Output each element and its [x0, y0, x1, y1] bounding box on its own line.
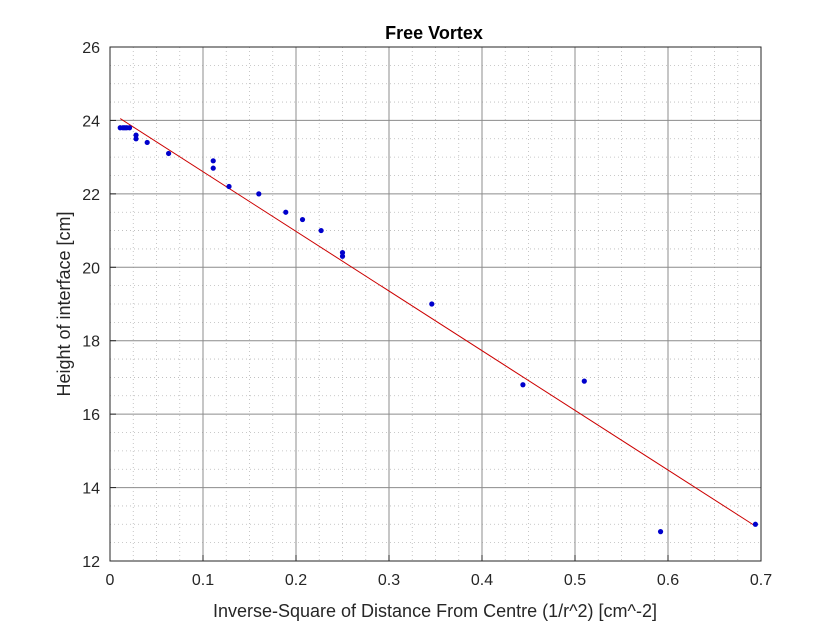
x-axis-label: Inverse-Square of Distance From Centre (… [213, 601, 657, 621]
y-tick-label: 22 [82, 187, 100, 204]
y-tick-label: 24 [82, 113, 100, 130]
plot-frame [109, 46, 762, 562]
x-tick-label: 0.3 [378, 572, 400, 589]
x-tick-label: 0.7 [750, 572, 772, 589]
y-tick-label: 16 [82, 407, 100, 424]
x-tick-label: 0.2 [285, 572, 307, 589]
data-point [256, 191, 262, 197]
data-point [283, 209, 289, 215]
data-point [226, 183, 232, 190]
x-tick-label: 0.4 [471, 572, 493, 589]
fit-line [119, 118, 756, 527]
data-point [339, 250, 346, 256]
data-point [210, 165, 216, 171]
data-point [429, 301, 435, 307]
y-tick-labels: 12 14 16 18 20 22 24 26 [82, 40, 100, 571]
data-point [299, 216, 306, 223]
data-point [318, 227, 324, 234]
y-tick-label: 26 [82, 40, 100, 57]
data-point [752, 521, 759, 527]
y-tick-label: 14 [82, 481, 100, 498]
data-point [133, 132, 139, 138]
y-tick-label: 18 [82, 334, 100, 351]
data-point [339, 253, 346, 259]
x-tick-label: 0.6 [657, 572, 679, 589]
x-tick-label: 0.5 [564, 572, 586, 589]
chart-title: Free Vortex [385, 23, 483, 43]
data-point [144, 139, 150, 146]
x-tick-labels: 0 0.1 0.2 0.3 0.4 0.5 0.6 0.7 [106, 572, 773, 589]
minor-grid [110, 47, 761, 561]
data-point [165, 150, 172, 157]
data-points [117, 125, 759, 535]
x-tick-label: 0 [106, 572, 115, 589]
data-point [657, 529, 664, 535]
y-tick-label: 12 [82, 554, 100, 571]
x-tick-label: 0.1 [192, 572, 214, 589]
fit-line-layer [119, 118, 756, 527]
y-axis-label: Height of interface [cm] [54, 211, 74, 396]
data-point [210, 158, 216, 164]
y-tick-label: 20 [82, 260, 100, 277]
data-point [581, 378, 587, 384]
data-point [133, 136, 139, 142]
data-point [126, 125, 133, 131]
data-point [520, 382, 526, 388]
